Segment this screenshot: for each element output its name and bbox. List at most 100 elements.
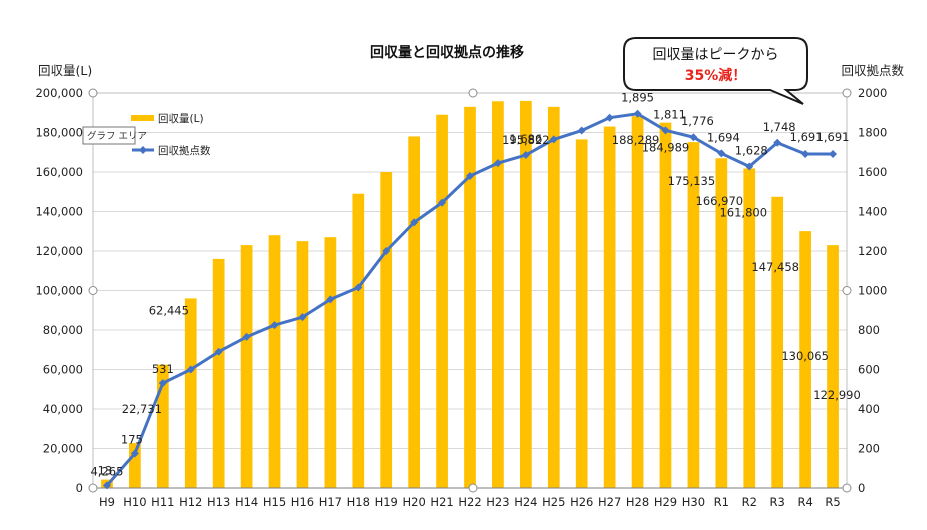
x-tick-label: R1 bbox=[714, 495, 729, 509]
y-right-tick-label: 1600 bbox=[858, 165, 887, 179]
line-marker-H30 bbox=[689, 133, 698, 142]
line-value-label: 1,811 bbox=[653, 107, 686, 121]
y-right-tick-label: 800 bbox=[858, 323, 880, 337]
bar-H19 bbox=[380, 172, 393, 488]
selection-handle bbox=[88, 88, 98, 98]
bar-H13 bbox=[212, 258, 225, 488]
y-left-tick-label: 20,000 bbox=[43, 442, 83, 456]
y-right-tick-label: 2000 bbox=[858, 86, 887, 100]
line-value-label: 531 bbox=[152, 362, 174, 376]
x-tick-label: R5 bbox=[825, 495, 840, 509]
y-right-tick-label: 400 bbox=[858, 402, 880, 416]
y-right-tick-label: 0 bbox=[858, 481, 865, 495]
bar-H18 bbox=[352, 193, 365, 488]
bar-value-label: 122,990 bbox=[813, 388, 861, 402]
x-tick-label: R2 bbox=[742, 495, 757, 509]
line-value-label: 1,776 bbox=[681, 114, 714, 128]
x-tick-label: H28 bbox=[626, 495, 649, 509]
bar-R3 bbox=[771, 196, 784, 488]
line-marker-H24 bbox=[521, 151, 530, 160]
line-value-label: 1,748 bbox=[763, 120, 796, 134]
y-left-tick-label: 160,000 bbox=[35, 165, 83, 179]
bar-value-label: 166,970 bbox=[696, 194, 744, 208]
y-left-axis-title: 回収量(L) bbox=[38, 63, 92, 78]
x-tick-label: H25 bbox=[542, 495, 565, 509]
y-right-tick-label: 1000 bbox=[858, 284, 887, 298]
line-value-label: 1,691 bbox=[817, 130, 850, 144]
x-tick-label: H10 bbox=[123, 495, 146, 509]
line-marker-H10 bbox=[130, 449, 139, 458]
x-tick-label: H26 bbox=[570, 495, 593, 509]
line-marker-H27 bbox=[605, 113, 614, 122]
y-right-tick-label: 1200 bbox=[858, 244, 887, 258]
bar-H21 bbox=[436, 114, 448, 488]
bar-value-label: 4,265 bbox=[90, 465, 123, 479]
legend-label-line: 回収拠点数 bbox=[158, 144, 211, 157]
x-tick-label: H14 bbox=[235, 495, 258, 509]
bar-H25 bbox=[547, 106, 560, 488]
x-tick-label: H9 bbox=[99, 495, 115, 509]
bar-value-label: 161,800 bbox=[719, 205, 767, 219]
bar-H27 bbox=[603, 126, 616, 488]
selection-handle bbox=[468, 483, 478, 493]
line-marker-H20 bbox=[410, 218, 419, 227]
line-marker-H29 bbox=[661, 126, 670, 135]
bar-H20 bbox=[408, 136, 421, 488]
bar-H17 bbox=[324, 237, 337, 488]
x-tick-label: H22 bbox=[458, 495, 481, 509]
bar-R4 bbox=[799, 231, 811, 488]
line-value-label: 1,628 bbox=[735, 143, 768, 157]
bar-H26 bbox=[575, 139, 588, 488]
x-tick-label: H24 bbox=[514, 495, 537, 509]
line-marker-H15 bbox=[270, 321, 279, 330]
bar-value-label: 195,822 bbox=[502, 133, 550, 147]
line-marker-H17 bbox=[326, 295, 335, 304]
x-tick-label: H11 bbox=[151, 495, 174, 509]
line-marker-R4 bbox=[801, 150, 810, 159]
bar-value-label: 188,289 bbox=[612, 133, 660, 147]
y-left-tick-label: 180,000 bbox=[35, 126, 83, 140]
line-marker-R3 bbox=[773, 138, 782, 147]
line-marker-H13 bbox=[214, 347, 223, 356]
x-tick-label: H27 bbox=[598, 495, 621, 509]
line-marker-R1 bbox=[717, 149, 726, 158]
x-tick-label: H20 bbox=[403, 495, 426, 509]
callout-line1: 回収量はピークから bbox=[653, 47, 779, 63]
line-marker-H12 bbox=[186, 365, 195, 374]
tooltip-text: グラフ エリア bbox=[87, 130, 147, 142]
x-tick-label: H23 bbox=[486, 495, 509, 509]
chart-title: 回収量と回収拠点の推移 bbox=[370, 44, 524, 61]
bar-H24 bbox=[519, 100, 532, 489]
bar-value-label: 22,731 bbox=[122, 402, 162, 416]
line-marker-R5 bbox=[829, 150, 838, 159]
line-marker-H28 bbox=[633, 109, 642, 118]
line-marker-H22 bbox=[466, 171, 474, 180]
bar-H10 bbox=[129, 443, 141, 488]
y-right-tick-label: 1800 bbox=[858, 126, 887, 140]
x-tick-label: H19 bbox=[375, 495, 398, 509]
selection-handle bbox=[842, 483, 852, 493]
bar-value-label: 184,989 bbox=[642, 141, 690, 155]
line-value-label: 175 bbox=[121, 432, 143, 446]
line-value-label: 1,694 bbox=[707, 130, 740, 144]
line-marker-H21 bbox=[438, 198, 447, 207]
bar-R1 bbox=[715, 158, 728, 488]
line-marker-H19 bbox=[382, 247, 391, 255]
selection-handle bbox=[842, 88, 852, 98]
selection-handle bbox=[468, 88, 478, 98]
line-value-label: 1,895 bbox=[621, 91, 654, 105]
y-left-tick-label: 100,000 bbox=[35, 284, 83, 298]
bar-H28 bbox=[631, 116, 644, 489]
bar-H12 bbox=[184, 298, 197, 488]
line-marker-H11 bbox=[158, 379, 167, 388]
bar-R5 bbox=[827, 245, 839, 488]
line-marker-H26 bbox=[577, 126, 586, 135]
line-marker-H18 bbox=[354, 283, 363, 292]
y-right-tick-label: 200 bbox=[858, 442, 880, 456]
bar-H30 bbox=[687, 142, 700, 488]
y-left-tick-label: 200,000 bbox=[35, 86, 83, 100]
x-tick-label: H17 bbox=[319, 495, 342, 509]
callout-bubble bbox=[623, 37, 808, 105]
y-left-tick-label: 40,000 bbox=[43, 402, 83, 416]
